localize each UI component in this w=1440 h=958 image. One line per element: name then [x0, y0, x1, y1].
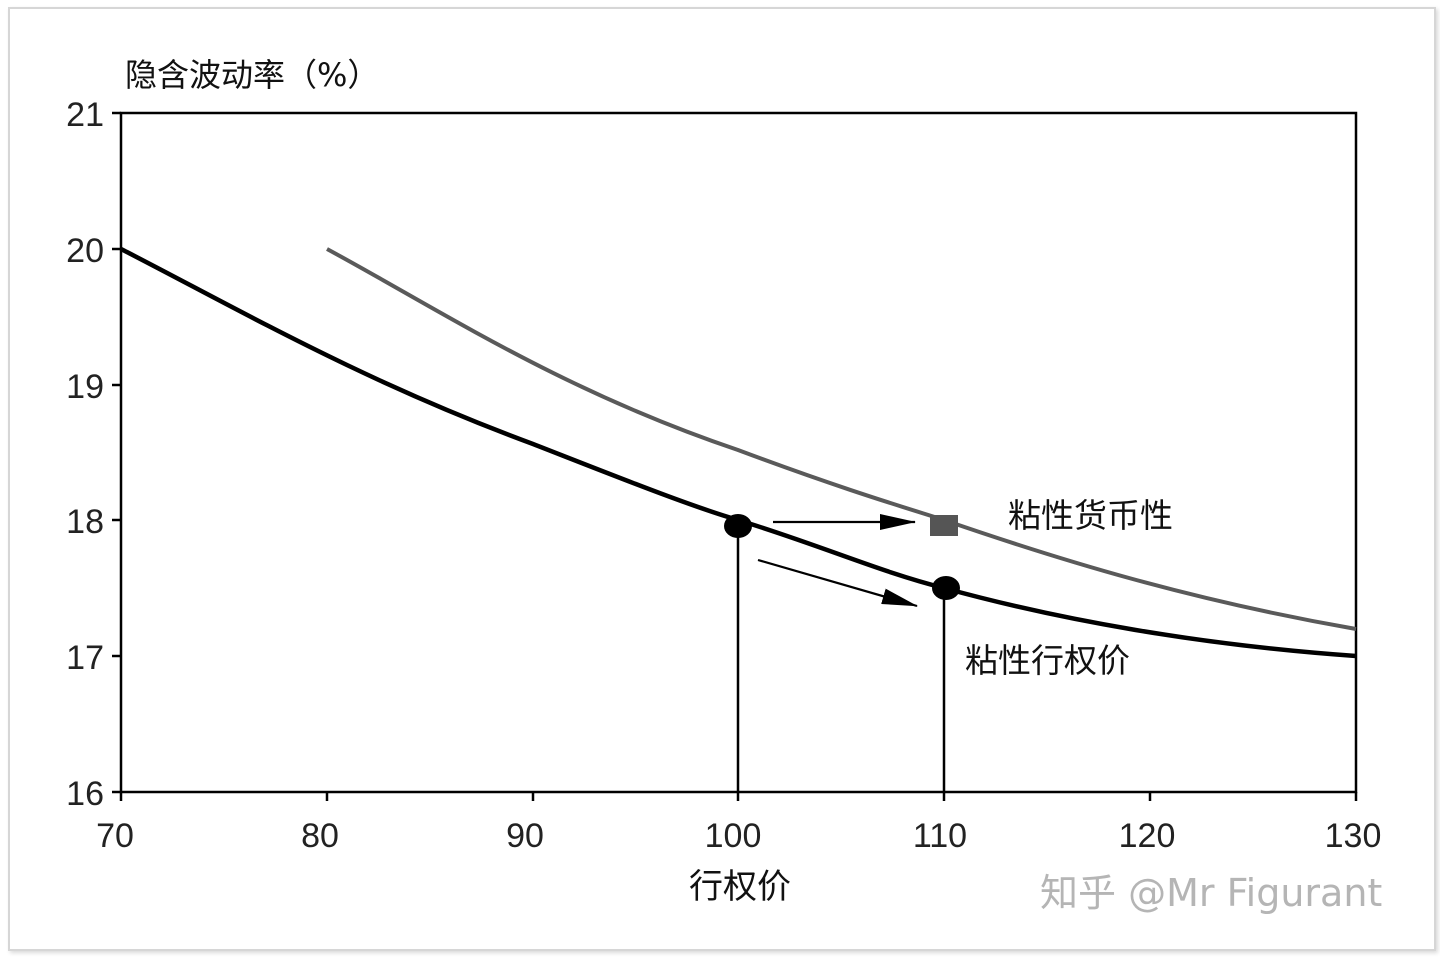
point-atm-100 — [724, 514, 752, 538]
y-tick-17: 17 — [66, 639, 104, 677]
y-axis-title: 隐含波动率（%） — [125, 56, 379, 94]
y-tick-labels: 21 20 19 18 17 16 — [66, 96, 104, 813]
y-tick-21: 21 — [66, 96, 104, 134]
y-tick-18: 18 — [66, 503, 104, 541]
y-tick-16: 16 — [66, 775, 104, 813]
x-tick-100: 100 — [705, 817, 762, 855]
x-tick-110: 110 — [913, 817, 967, 855]
x-tick-120: 120 — [1119, 817, 1176, 855]
x-axis — [119, 792, 1358, 801]
x-tick-130: 130 — [1325, 817, 1382, 855]
y-axis — [112, 111, 121, 794]
y-tick-19: 19 — [66, 368, 104, 406]
label-sticky-strike: 粘性行权价 — [965, 641, 1130, 680]
x-tick-90: 90 — [506, 817, 544, 855]
arrow-sticky-strike — [757, 558, 918, 608]
y-tick-20: 20 — [66, 232, 104, 270]
x-tick-80: 80 — [301, 817, 339, 855]
shifted-skew-curve — [326, 247, 1357, 631]
x-axis-title: 行权价 — [689, 867, 791, 907]
watermark: 知乎 @Mr Figurant — [1040, 871, 1382, 915]
x-tick-70: 70 — [96, 817, 134, 855]
point-sticky-moneyness-110 — [930, 515, 958, 536]
label-sticky-moneyness: 粘性货币性 — [1008, 496, 1173, 535]
point-sticky-strike-110 — [932, 576, 960, 600]
x-tick-labels: 70 80 90 100 110 120 130 — [96, 817, 1381, 855]
figure-frame — [8, 7, 1436, 951]
